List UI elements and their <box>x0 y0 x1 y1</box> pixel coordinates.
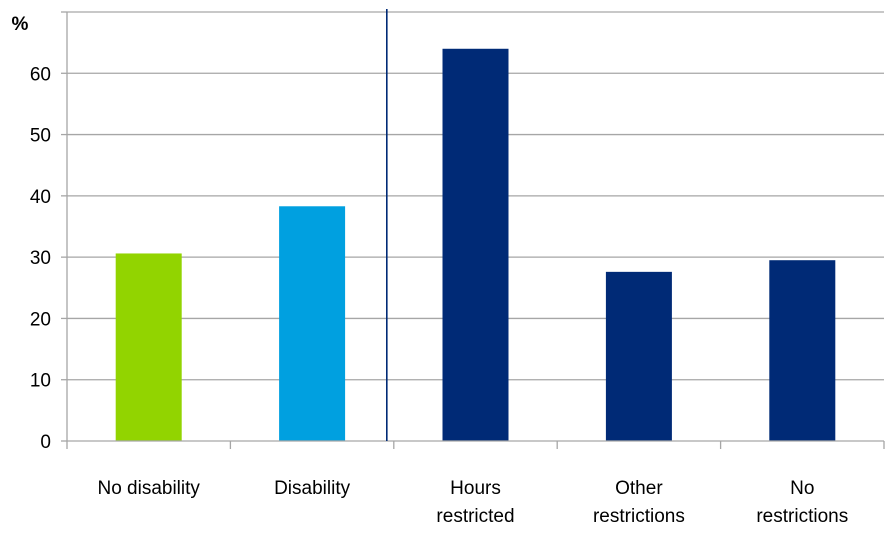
bar-1 <box>279 206 346 441</box>
x-category-label-line: restrictions <box>756 506 848 527</box>
x-category-label-line: No disability <box>97 478 200 499</box>
y-tick-label: 40 <box>30 187 51 208</box>
y-tick-label: 0 <box>40 432 51 453</box>
x-category-label: No disability <box>97 478 200 499</box>
x-category-label: Other restrictions <box>593 478 685 527</box>
x-category-label-line: Other <box>615 478 663 499</box>
bar-layer <box>115 48 836 442</box>
bar-3 <box>605 271 672 441</box>
y-tick-label: 30 <box>30 248 51 269</box>
bar-4 <box>769 260 836 441</box>
x-category-label-line: restrictions <box>593 506 685 527</box>
x-category-label: Disability <box>274 478 351 499</box>
y-tick-label: 20 <box>30 309 51 330</box>
y-tick-label: 60 <box>30 64 51 85</box>
x-category-label-line: No <box>790 478 814 499</box>
bar-0 <box>115 253 182 441</box>
x-category-label: Hours restricted <box>436 478 514 527</box>
x-category-label: No restrictions <box>756 478 848 527</box>
bar-2 <box>442 48 509 442</box>
axis-layer: 0 10 20 30 40 50 60 No disability Disability Hour… <box>30 9 885 527</box>
y-axis-unit-label: % <box>12 14 29 35</box>
x-category-label-line: Disability <box>274 478 351 499</box>
x-category-label-line: restricted <box>436 506 514 527</box>
y-tick-label: 50 <box>30 126 51 147</box>
y-tick-label: 10 <box>30 371 51 392</box>
x-category-label-line: Hours <box>450 478 501 499</box>
